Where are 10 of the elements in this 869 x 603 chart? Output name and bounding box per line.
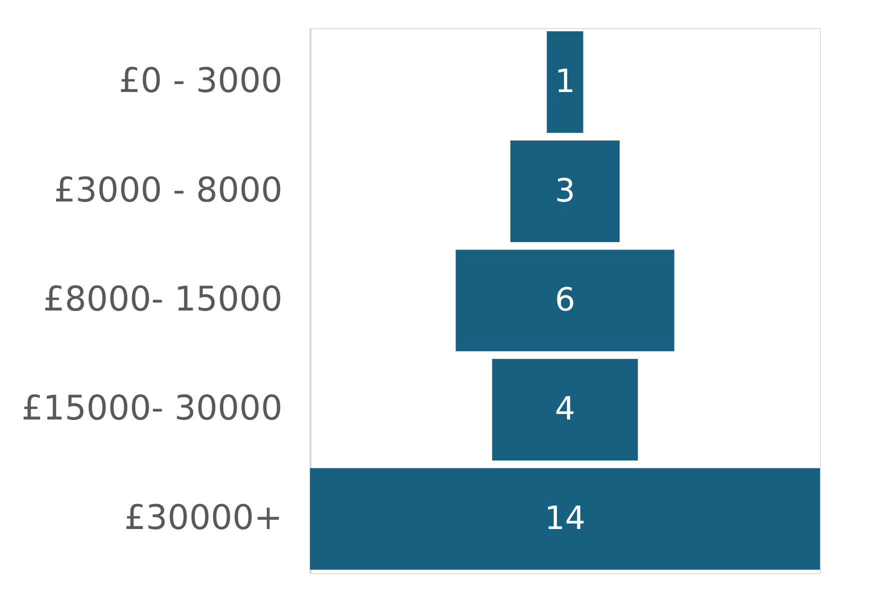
data-label: 1 xyxy=(554,62,576,100)
category-label: £0 - 3000 xyxy=(118,61,282,102)
data-label: 4 xyxy=(554,390,576,428)
data-label: 3 xyxy=(554,171,576,210)
category-label: £30000+ xyxy=(124,498,282,538)
data-label: 14 xyxy=(544,498,586,537)
category-label: £3000 - 8000 xyxy=(54,170,282,210)
category-label: £8000- 15000 xyxy=(43,280,282,320)
data-label: 6 xyxy=(554,280,576,318)
category-label: £15000- 30000 xyxy=(21,388,282,429)
